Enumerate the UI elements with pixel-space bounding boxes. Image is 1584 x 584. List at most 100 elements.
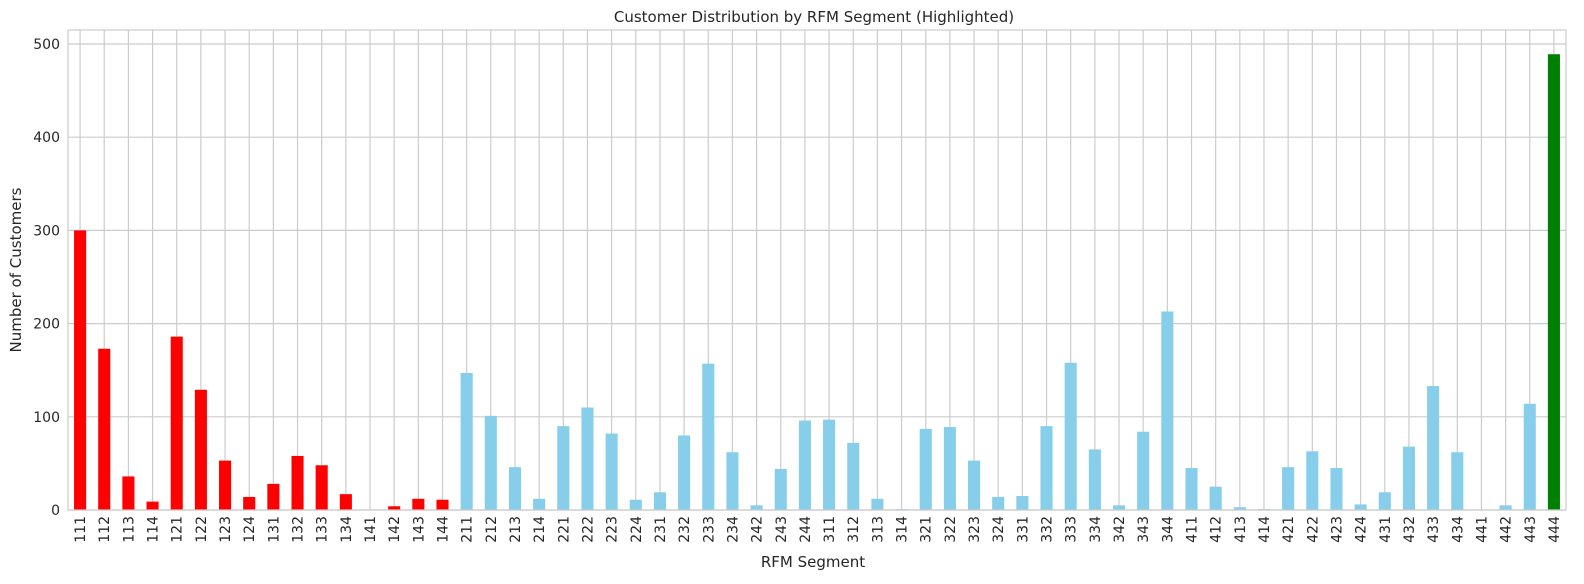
x-tick-label: 121 — [170, 516, 186, 543]
x-tick-label: 143 — [411, 516, 427, 543]
x-tick-label: 413 — [1233, 516, 1249, 543]
x-tick-label: 132 — [291, 516, 307, 543]
x-tick-label: 342 — [1112, 516, 1128, 543]
x-tick-label: 331 — [1015, 516, 1031, 543]
bar-242 — [750, 505, 763, 510]
bar-424 — [1354, 504, 1367, 510]
bar-244 — [798, 420, 811, 510]
x-tick-label: 442 — [1499, 516, 1515, 543]
bar-222 — [581, 407, 594, 510]
x-tick-label: 343 — [1136, 516, 1152, 543]
x-tick-label: 323 — [967, 516, 983, 543]
x-tick-label: 422 — [1305, 516, 1321, 543]
bar-213 — [508, 467, 522, 510]
x-tick-label: 142 — [387, 516, 403, 543]
bar-421 — [1282, 467, 1295, 510]
x-tick-label: 424 — [1354, 516, 1370, 543]
x-tick-label: 441 — [1474, 516, 1490, 543]
bar-331 — [1016, 496, 1029, 510]
x-axis-ticks: 111 112 113 114 121 122 123 124 131 132 133 134 141 1… — [73, 516, 1563, 543]
x-tick-label: 233 — [701, 516, 717, 543]
bar-131 — [267, 483, 280, 510]
bar-124 — [243, 496, 256, 510]
bar-324 — [992, 496, 1005, 510]
bar-431 — [1378, 492, 1391, 510]
x-tick-label: 434 — [1450, 516, 1466, 543]
x-tick-label: 211 — [460, 516, 476, 543]
x-tick-label: 234 — [725, 516, 741, 543]
x-tick-label: 232 — [677, 516, 693, 543]
x-tick-label: 222 — [580, 516, 596, 543]
bar-422 — [1306, 451, 1319, 510]
bar-134 — [339, 494, 352, 510]
x-tick-label: 112 — [97, 516, 113, 543]
x-tick-label: 242 — [750, 516, 766, 543]
x-tick-label: 134 — [339, 516, 355, 543]
x-tick-label: 333 — [1064, 516, 1080, 543]
y-tick-label: 100 — [33, 410, 60, 426]
bar-123 — [219, 460, 232, 510]
bar-322 — [943, 427, 956, 510]
x-tick-label: 432 — [1402, 516, 1418, 543]
x-tick-label: 223 — [605, 516, 621, 543]
bar-143 — [412, 498, 425, 510]
x-tick-label: 332 — [1040, 516, 1056, 543]
bar-323 — [968, 460, 981, 510]
bar-423 — [1330, 468, 1343, 510]
x-tick-label: 334 — [1088, 516, 1104, 543]
bar-443 — [1523, 403, 1536, 510]
x-axis-label: RFM Segment — [761, 553, 865, 571]
x-tick-label: 433 — [1426, 516, 1442, 543]
bar-122 — [194, 389, 207, 510]
y-tick-label: 400 — [33, 130, 60, 146]
x-tick-label: 344 — [1160, 516, 1176, 543]
x-tick-label: 111 — [73, 516, 89, 543]
bar-344 — [1161, 311, 1174, 510]
x-tick-label: 212 — [484, 516, 500, 543]
bar-432 — [1402, 446, 1415, 510]
bars — [74, 54, 1560, 511]
x-tick-label: 411 — [1185, 516, 1201, 543]
x-tick-label: 213 — [508, 516, 524, 543]
x-tick-label: 133 — [315, 516, 331, 543]
y-tick-label: 200 — [33, 317, 60, 333]
bar-233 — [702, 363, 715, 510]
bar-144 — [436, 499, 449, 510]
x-tick-label: 324 — [991, 516, 1007, 543]
bar-334 — [1088, 449, 1101, 510]
bar-321 — [919, 428, 932, 510]
x-tick-label: 314 — [895, 516, 911, 543]
x-tick-label: 231 — [653, 516, 669, 543]
x-tick-label: 221 — [556, 516, 572, 543]
x-tick-label: 114 — [146, 516, 162, 543]
bar-442 — [1499, 505, 1512, 510]
bar-142 — [388, 506, 401, 510]
x-tick-label: 313 — [870, 516, 886, 543]
bar-111 — [74, 230, 87, 510]
bar-232 — [678, 435, 691, 510]
y-tick-label: 0 — [51, 503, 60, 519]
bar-412 — [1209, 486, 1222, 510]
bar-434 — [1451, 452, 1464, 510]
y-tick-label: 500 — [33, 37, 60, 53]
bar-132 — [291, 455, 304, 510]
bar-114 — [146, 501, 159, 510]
bar-112 — [98, 348, 111, 510]
x-tick-label: 412 — [1209, 516, 1225, 543]
x-tick-label: 321 — [919, 516, 935, 543]
bar-433 — [1427, 386, 1440, 510]
bar-312 — [847, 442, 860, 510]
bar-313 — [871, 498, 884, 510]
bar-133 — [315, 465, 328, 510]
x-tick-label: 131 — [266, 516, 282, 543]
gridlines — [68, 30, 1566, 511]
y-axis-ticks: 0 100 200 300 400 500 — [33, 37, 60, 519]
bar-332 — [1040, 426, 1053, 510]
x-tick-label: 214 — [532, 516, 548, 543]
bar-221 — [557, 426, 570, 510]
bar-211 — [460, 372, 473, 510]
x-tick-label: 431 — [1378, 516, 1394, 543]
x-tick-label: 122 — [194, 516, 210, 543]
x-tick-label: 243 — [774, 516, 790, 543]
